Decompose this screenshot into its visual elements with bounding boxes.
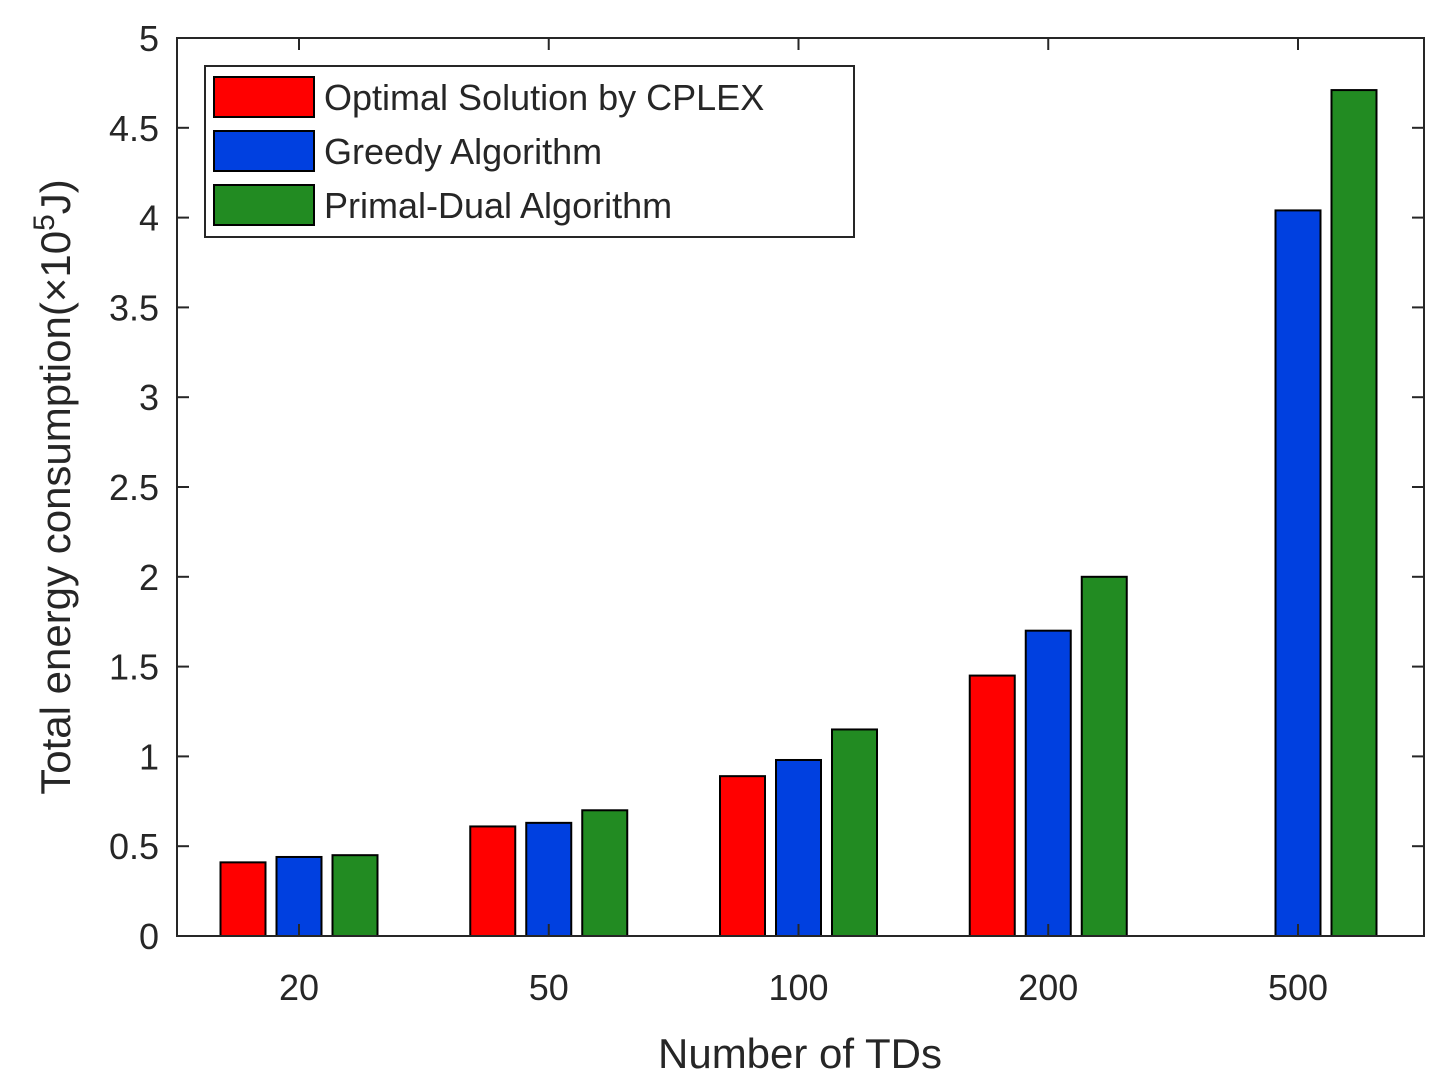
- y-tick-label: 2: [139, 557, 159, 598]
- bar-series-2-500: [1274, 209, 1322, 937]
- y-tick-label: 0: [139, 916, 159, 957]
- bar-series-3-20: [331, 854, 379, 937]
- bar-series-3-50: [581, 809, 629, 938]
- x-tick-label: 200: [1018, 967, 1078, 1008]
- bar-series-2-50: [525, 821, 573, 937]
- y-tick-label: 5: [139, 18, 159, 59]
- x-ticks-group: 20 50 100 200 500: [279, 38, 1328, 1008]
- y-tick-label: 4: [139, 198, 159, 239]
- y-tick-label: 2.5: [109, 467, 159, 508]
- bar-series-1-20: [219, 861, 267, 938]
- y-axis-title-unit: J): [32, 179, 79, 214]
- legend-label-2: Greedy Algorithm: [324, 131, 602, 172]
- y-axis-title-exponent: 5: [28, 214, 61, 231]
- x-tick-label: 50: [529, 967, 569, 1008]
- y-tick-label: 4.5: [109, 108, 159, 149]
- y-tick-label: 1.5: [109, 647, 159, 688]
- legend: Optimal Solution by CPLEX Greedy Algorith…: [204, 65, 855, 238]
- bar-series-1-200: [968, 674, 1016, 938]
- legend-swatch-3: [213, 184, 315, 226]
- bars-group: [219, 89, 1378, 938]
- y-tick-label: 1: [139, 736, 159, 777]
- y-axis-title-prefix: Total energy consumption(: [32, 302, 79, 795]
- x-tick-label: 20: [279, 967, 319, 1008]
- bar-series-2-200: [1024, 629, 1072, 937]
- bar-series-3-100: [831, 728, 878, 938]
- y-axis-title: Total energy consumption(×105J): [28, 179, 79, 795]
- bar-series-1-50: [469, 825, 517, 937]
- bar-series-3-500: [1330, 89, 1378, 938]
- bar-series-1-100: [719, 775, 766, 937]
- legend-label-1: Optimal Solution by CPLEX: [324, 77, 764, 118]
- y-axis-title-base: 10: [32, 231, 79, 278]
- y-axis-title-times: ×: [32, 278, 79, 303]
- y-ticks-group: 0 0.5 1 1.5 2 2.5 3 3.5 4 4.5 5: [109, 18, 1424, 957]
- legend-swatch-1: [213, 76, 315, 118]
- x-tick-label: 100: [768, 967, 828, 1008]
- x-tick-label: 500: [1268, 967, 1328, 1008]
- plot-frame: [176, 37, 1425, 937]
- legend-label-3: Primal-Dual Algorithm: [324, 185, 672, 226]
- y-tick-label: 3.5: [109, 287, 159, 328]
- legend-swatch-2: [213, 130, 315, 172]
- y-tick-label: 3: [139, 377, 159, 418]
- x-axis-title: Number of TDs: [658, 1030, 942, 1077]
- y-tick-label: 0.5: [109, 826, 159, 867]
- bar-series-2-100: [775, 758, 822, 937]
- bar-series-3-200: [1080, 575, 1128, 937]
